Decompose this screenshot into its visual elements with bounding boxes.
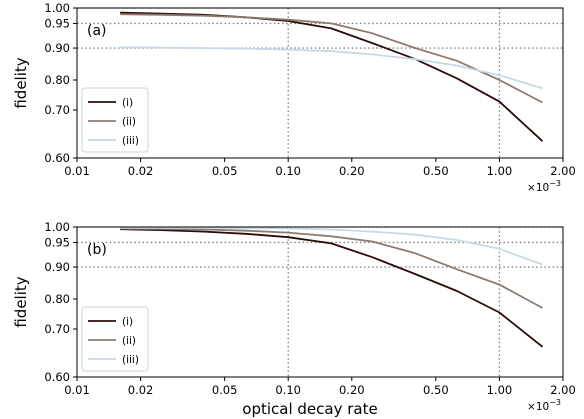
panel-b-legend-label-3: (iii): [122, 354, 139, 366]
panel-b-xlabel: optical decay rate: [242, 400, 377, 418]
panel-b-series-line-2: [120, 227, 543, 309]
panel-b-ytick-label: 0.60: [44, 370, 70, 384]
panel-b-xtick-label: 0.20: [339, 383, 365, 397]
panel-a-series-line-3: [120, 46, 543, 90]
panel-b-ylabel: fidelity: [12, 276, 30, 327]
panel-a-ytick-label: 0.90: [44, 41, 70, 55]
panel-a-xtick-label: 0.01: [64, 164, 90, 178]
panel-b-axes-frame: [76, 226, 564, 378]
panel-b-xtick-label: 1.00: [487, 383, 513, 397]
panel-b-ytick-label: 0.70: [44, 322, 70, 336]
panel-b-series-line-1: [120, 228, 544, 348]
panel-a-ytick-label: 0.70: [44, 103, 70, 117]
panel-b-xtick-label: 0.02: [128, 383, 154, 397]
panel-a-series-line-1: [120, 11, 544, 142]
panel-b-xtick-label: 2.00: [550, 383, 576, 397]
panel-a-ytick-label: 0.95: [44, 16, 70, 30]
panel-a-axes-frame: [76, 7, 564, 159]
panel-b-xtick-label: 0.10: [275, 383, 301, 397]
panel-b-legend-label-2: (ii): [122, 335, 136, 347]
panel-b-ytick-label: 0.95: [44, 235, 70, 249]
panel-b-series-line-3: [120, 226, 543, 266]
panel-a-ytick-label: 1.00: [44, 1, 70, 15]
panel-a-legend-label-3: (iii): [122, 135, 139, 147]
panel-a-x-multiplier-exponent: −3: [549, 179, 561, 188]
panel-a-xtick-label: 0.50: [423, 164, 449, 178]
panel-b-xtick-label: 0.01: [64, 383, 90, 397]
panel-b-panel-label: (b): [87, 242, 107, 258]
panel-b-ytick-label: 1.00: [44, 220, 70, 234]
panel-a-legend-label-2: (ii): [122, 116, 136, 128]
panel-a-xtick-label: 1.00: [487, 164, 513, 178]
panel-a-xtick-label: 0.02: [128, 164, 154, 178]
panel-a-x-multiplier: ×10−3: [527, 179, 561, 194]
panel-b-legend-box: [81, 306, 149, 372]
panel-a-legend-label-1: (i): [122, 97, 133, 109]
panel-b-x-multiplier-exponent: −3: [549, 398, 561, 407]
panel-b-ytick-label: 0.80: [44, 292, 70, 306]
panel-a-panel-label: (a): [87, 23, 107, 39]
panel-a-ytick-label: 0.80: [44, 73, 70, 87]
panel-a-ylabel: fidelity: [12, 57, 30, 108]
panel-a-series-line-2: [120, 13, 543, 104]
panel-a-xtick-label: 2.00: [550, 164, 576, 178]
panel-a-ytick-label: 0.60: [44, 151, 70, 165]
panel-a-legend-box: [81, 87, 149, 153]
panel-b-xtick-label: 0.50: [423, 383, 449, 397]
panel-b-xtick-label: 0.05: [212, 383, 238, 397]
panel-a-xtick-label: 0.10: [275, 164, 301, 178]
panel-b-ytick-label: 0.90: [44, 260, 70, 274]
panel-b-legend-label-1: (i): [122, 316, 133, 328]
panel-a-xtick-label: 0.05: [212, 164, 238, 178]
panel-b-x-multiplier: ×10−3: [527, 398, 561, 413]
panel-a-xtick-label: 0.20: [339, 164, 365, 178]
